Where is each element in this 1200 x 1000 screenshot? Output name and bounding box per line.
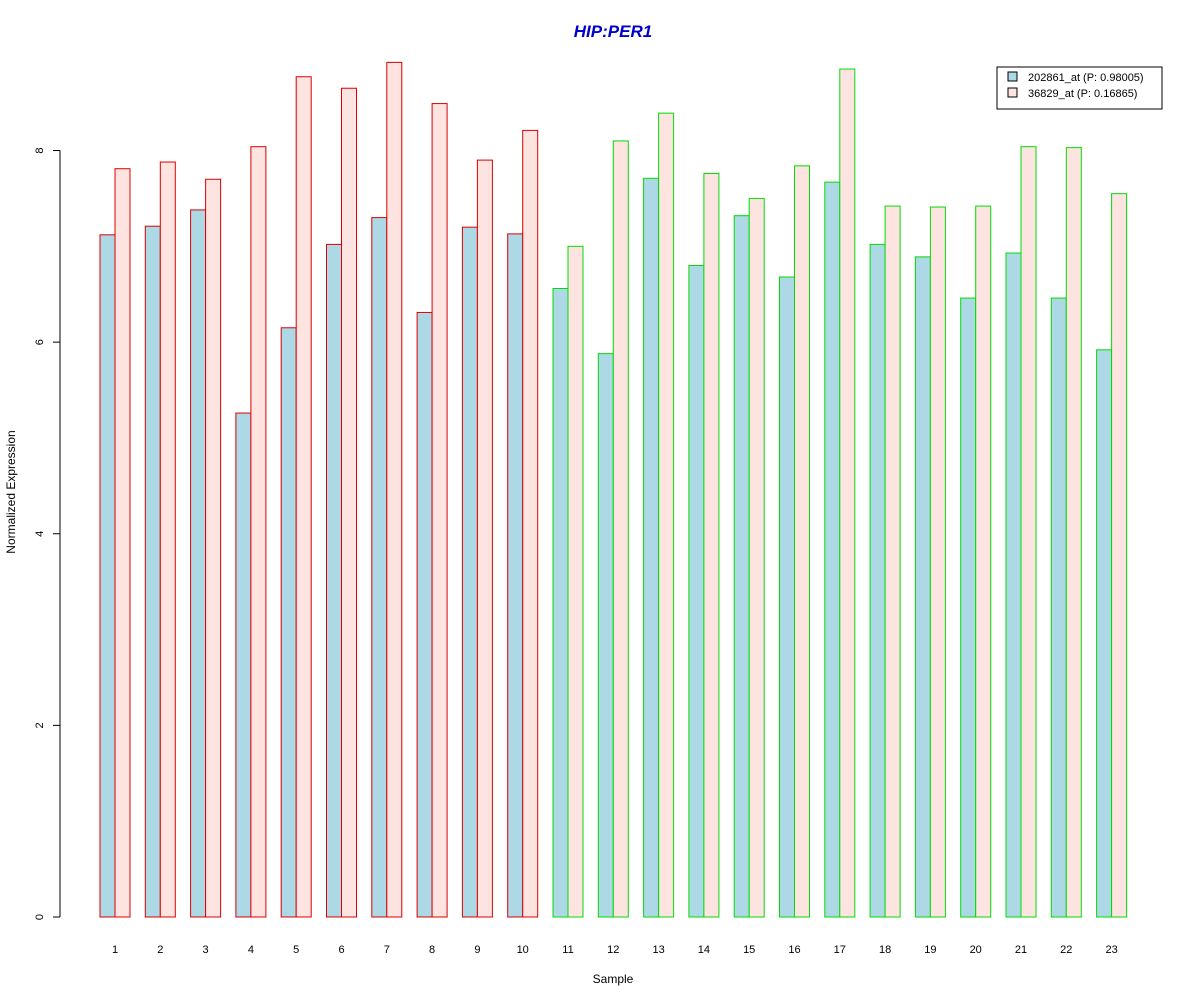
bar-series2-sample-16 bbox=[794, 165, 810, 918]
x-tick-label: 12 bbox=[607, 944, 619, 956]
y-axis-title: Normalized Expression bbox=[4, 430, 18, 553]
x-tick-label: 2 bbox=[157, 944, 163, 956]
y-tick-label: 8 bbox=[34, 147, 46, 153]
x-tick-label: 20 bbox=[970, 944, 982, 956]
bar-series1-sample-15 bbox=[733, 215, 750, 918]
bar-series1-sample-17 bbox=[824, 181, 841, 918]
legend-box bbox=[996, 66, 1163, 110]
x-tick-label: 14 bbox=[698, 944, 710, 956]
x-tick-label: 10 bbox=[517, 944, 529, 956]
y-tick-label: 4 bbox=[34, 531, 46, 537]
x-tick-label: 6 bbox=[338, 944, 344, 956]
bar-series1-sample-3 bbox=[190, 209, 207, 918]
bar-series2-sample-19 bbox=[929, 206, 946, 918]
y-tick-label: 2 bbox=[34, 722, 46, 728]
x-tick-label: 3 bbox=[203, 944, 209, 956]
y-tick-label: 6 bbox=[34, 339, 46, 345]
bar-series1-sample-21 bbox=[1005, 252, 1022, 918]
x-tick-label: 16 bbox=[788, 944, 800, 956]
bar-series2-sample-10 bbox=[522, 129, 539, 918]
y-axis: 0 2 4 6 8 bbox=[34, 147, 61, 920]
bar-series2-sample-8 bbox=[431, 103, 448, 918]
bar-series2-sample-17 bbox=[839, 68, 856, 918]
bars-layer bbox=[99, 61, 1128, 918]
bar-series2-sample-20 bbox=[975, 205, 992, 918]
legend-label: 202861_at (P: 0.98005) bbox=[1028, 72, 1144, 84]
x-tick-label: 1 bbox=[112, 944, 118, 956]
bar-series1-sample-14 bbox=[688, 264, 705, 918]
x-tick-label: 9 bbox=[474, 944, 480, 956]
bar-series1-sample-1 bbox=[99, 234, 116, 918]
x-tick-label: 21 bbox=[1015, 944, 1027, 956]
x-tick-label: 17 bbox=[834, 944, 846, 956]
bar-series2-sample-14 bbox=[703, 173, 720, 918]
x-tick-label: 5 bbox=[293, 944, 299, 956]
y-tick-label: 0 bbox=[34, 914, 46, 920]
legend-swatch bbox=[1007, 71, 1018, 82]
bar-series1-sample-10 bbox=[507, 233, 524, 918]
bar-series2-sample-7 bbox=[386, 61, 403, 918]
legend-swatch bbox=[1007, 87, 1018, 98]
x-tick-label: 13 bbox=[652, 944, 664, 956]
x-tick-label: 19 bbox=[924, 944, 936, 956]
bar-series1-sample-6 bbox=[326, 243, 342, 918]
bar-series1-sample-23 bbox=[1096, 349, 1113, 918]
bar-series1-sample-8 bbox=[416, 311, 433, 918]
x-tick-label: 22 bbox=[1060, 944, 1072, 956]
bar-series1-sample-18 bbox=[869, 243, 886, 918]
bar-series2-sample-9 bbox=[476, 159, 493, 918]
bar-series1-sample-19 bbox=[914, 256, 931, 918]
bar-series2-sample-12 bbox=[612, 140, 629, 918]
bar-series2-sample-18 bbox=[884, 205, 901, 918]
bar-series1-sample-2 bbox=[144, 225, 161, 918]
bar-series1-sample-9 bbox=[461, 226, 478, 918]
bar-series2-sample-2 bbox=[159, 161, 176, 918]
bar-series2-sample-21 bbox=[1020, 146, 1037, 918]
bar-series1-sample-20 bbox=[960, 297, 977, 918]
x-tick-label: 23 bbox=[1105, 944, 1117, 956]
bar-series1-sample-4 bbox=[235, 412, 252, 918]
x-tick-label: 7 bbox=[384, 944, 390, 956]
bar-series1-sample-12 bbox=[597, 353, 614, 918]
x-tick-label: 15 bbox=[743, 944, 755, 956]
x-axis: 1 2 3 4 5 6 7 8 9 10 11 12 13 14 15 16 17 18 19 20 21 22 23 bbox=[112, 944, 1118, 956]
x-tick-label: 18 bbox=[879, 944, 891, 956]
bar-series2-sample-13 bbox=[658, 112, 675, 918]
bar-series2-sample-3 bbox=[205, 178, 222, 918]
bar-series1-sample-22 bbox=[1050, 297, 1067, 918]
bar-series2-sample-11 bbox=[567, 245, 584, 918]
bar-series1-sample-11 bbox=[552, 287, 569, 918]
bar-series1-sample-5 bbox=[280, 327, 297, 918]
bar-series2-sample-15 bbox=[748, 197, 765, 918]
x-tick-label: 11 bbox=[562, 944, 573, 956]
chart-title: HIP:PER1 bbox=[574, 22, 652, 41]
x-axis-title: Sample bbox=[593, 972, 634, 986]
bar-series2-sample-5 bbox=[295, 76, 312, 918]
bar-series1-sample-13 bbox=[643, 177, 660, 918]
bar-series1-sample-7 bbox=[371, 217, 388, 918]
legend: 202861_at (P: 0.98005) 36829_at (P: 0.168… bbox=[996, 66, 1163, 110]
bar-series2-sample-4 bbox=[250, 146, 267, 918]
bar-series2-sample-6 bbox=[341, 87, 357, 918]
x-tick-label: 8 bbox=[429, 944, 435, 956]
bar-series2-sample-1 bbox=[114, 168, 131, 918]
x-tick-label: 4 bbox=[248, 944, 254, 956]
bar-series1-sample-16 bbox=[779, 276, 795, 918]
bar-series2-sample-23 bbox=[1111, 193, 1128, 918]
bar-series2-sample-22 bbox=[1065, 147, 1082, 918]
legend-label: 36829_at (P: 0.16865) bbox=[1028, 88, 1137, 100]
